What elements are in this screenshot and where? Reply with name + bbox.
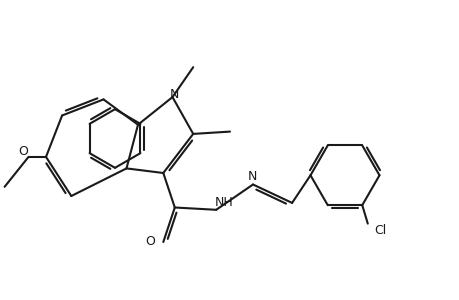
Text: N: N	[170, 88, 179, 101]
Text: O: O	[145, 235, 155, 248]
Text: NH: NH	[215, 196, 233, 209]
Text: Cl: Cl	[374, 224, 386, 237]
Text: O: O	[18, 145, 28, 158]
Text: N: N	[247, 170, 256, 183]
